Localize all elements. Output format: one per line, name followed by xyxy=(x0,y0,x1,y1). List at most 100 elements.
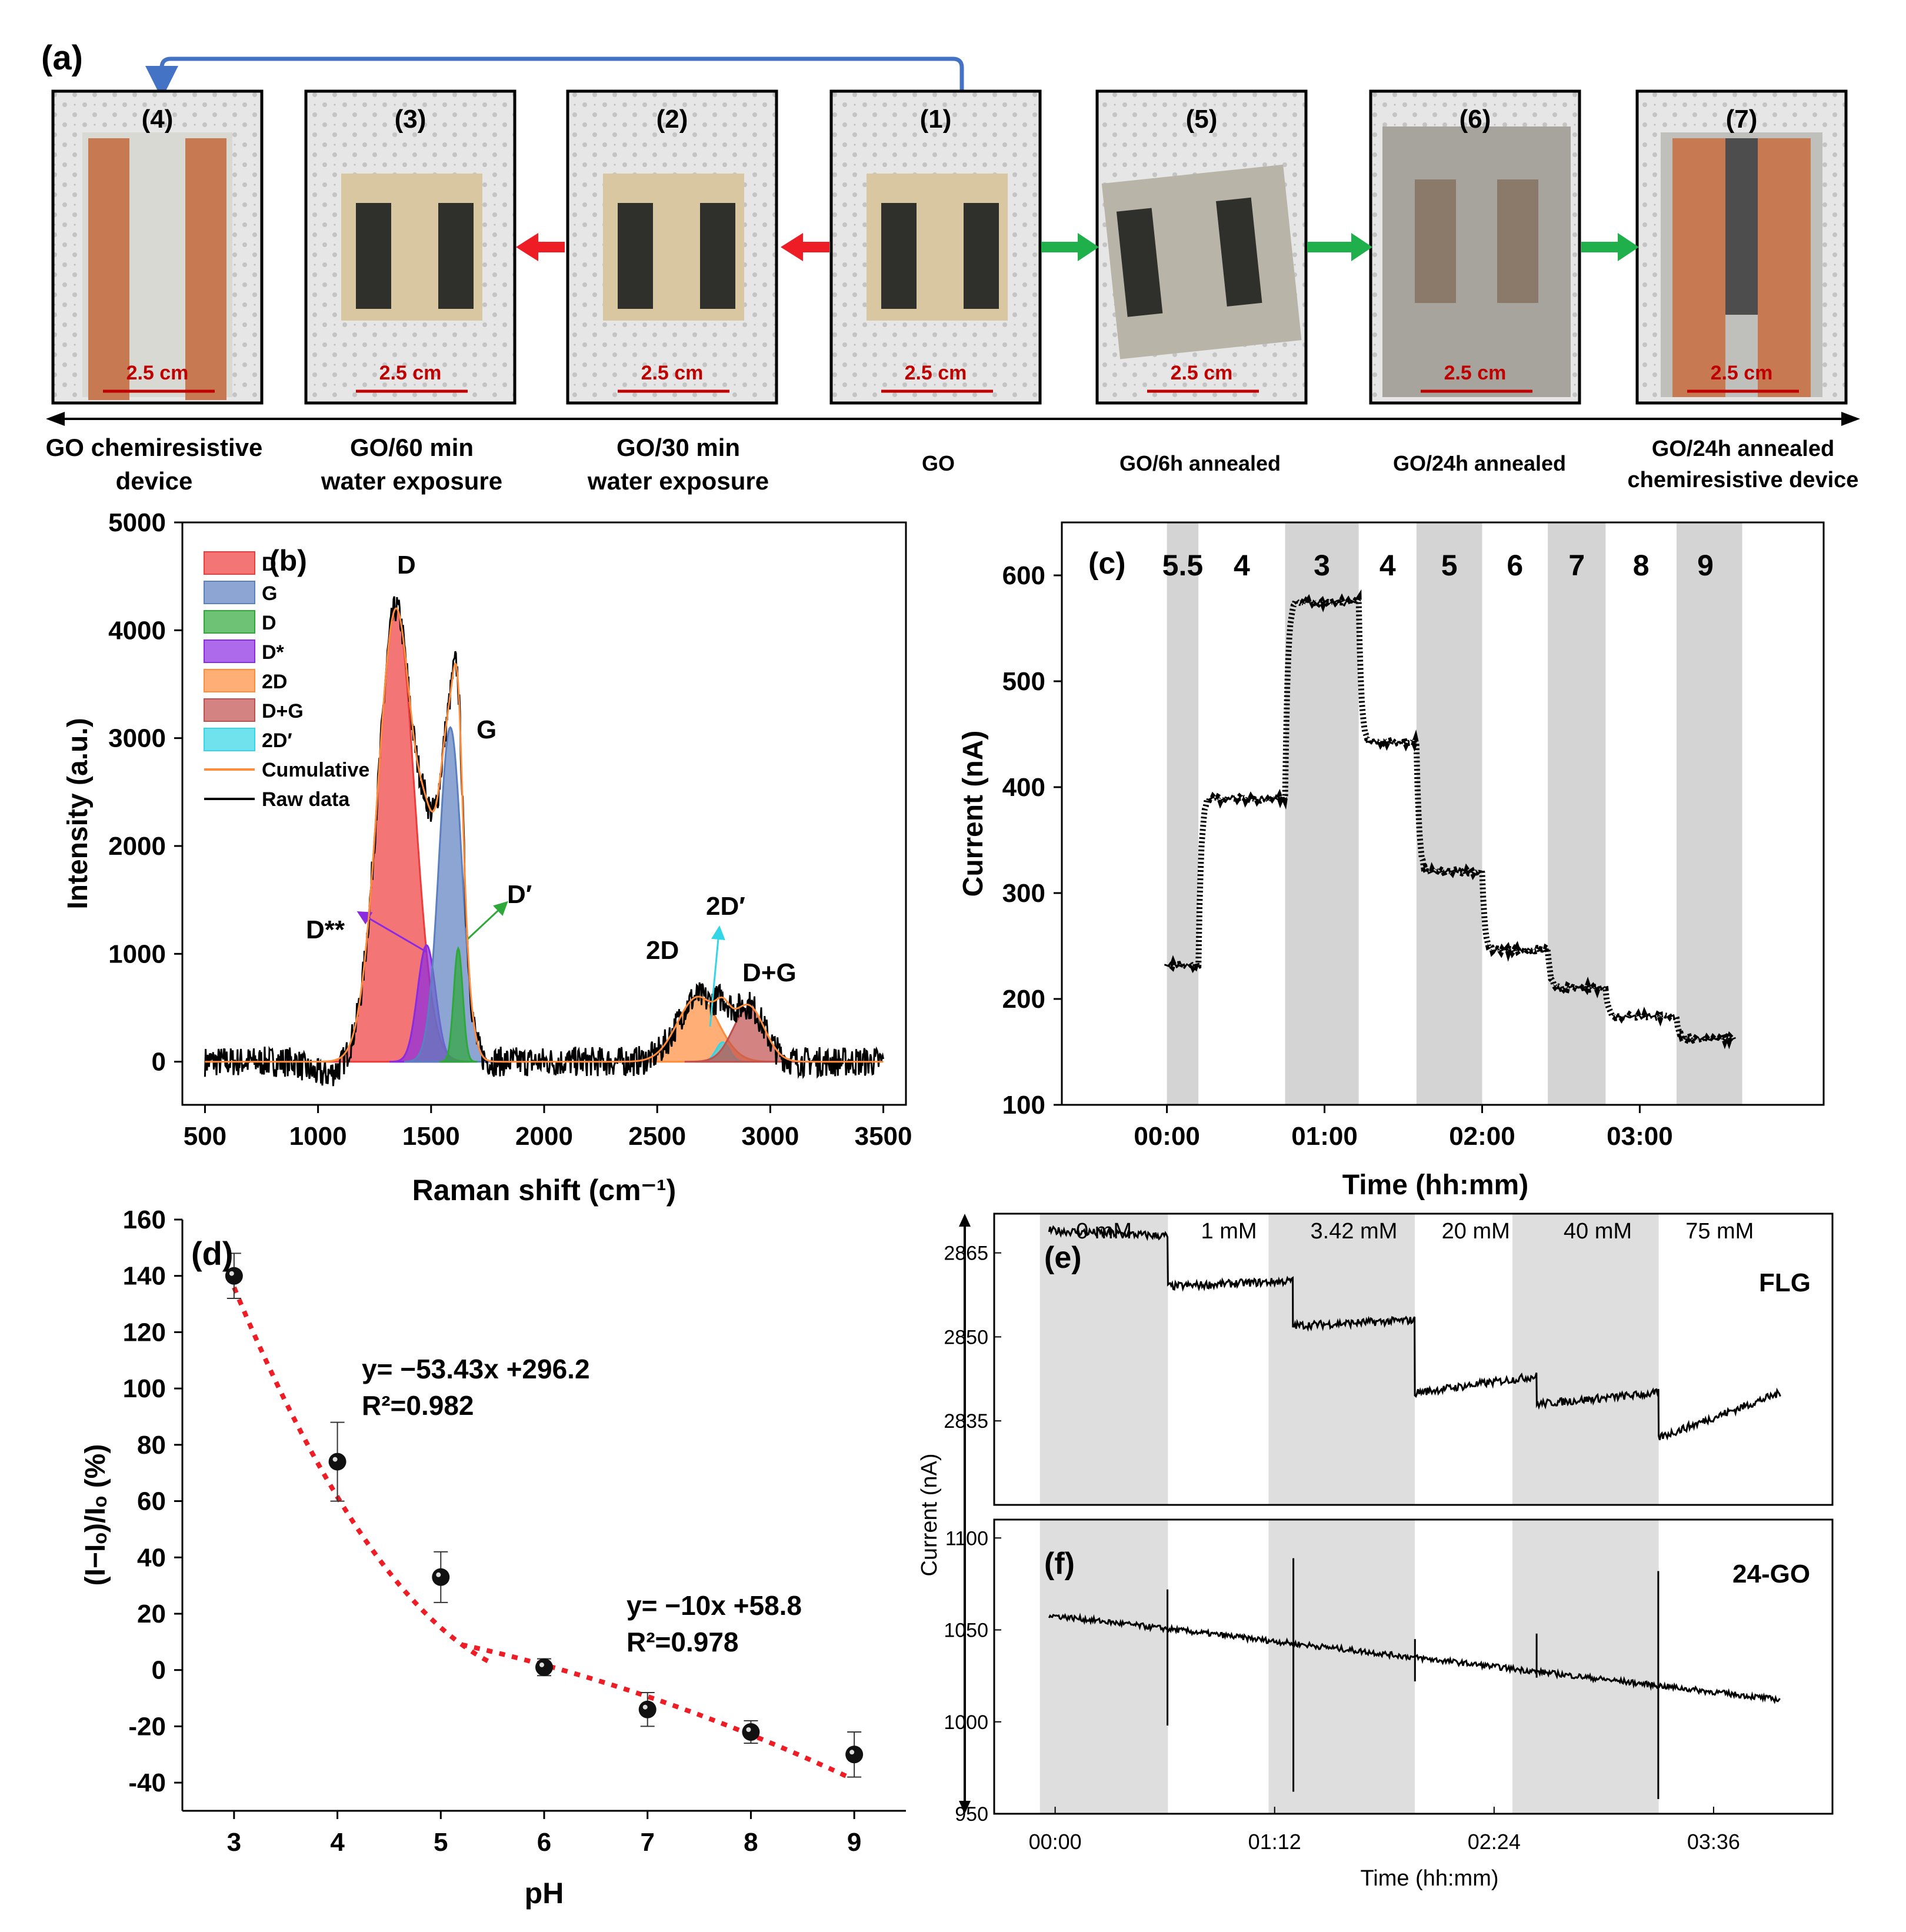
panel-ef-down-arrowhead xyxy=(959,1801,971,1814)
panel-d-fit-line-1 xyxy=(232,1286,494,1666)
caption-line: GO/30 min xyxy=(617,434,740,461)
y-tick-label: 100 xyxy=(1002,1091,1045,1120)
annot-d-plus-g: D+G xyxy=(742,958,797,987)
ph-band xyxy=(1285,522,1359,1105)
conc-band-e xyxy=(1268,1214,1415,1505)
data-point-highlight xyxy=(436,1572,441,1577)
y-tick-label: 40 xyxy=(137,1543,166,1572)
conc-band-f xyxy=(1512,1520,1659,1814)
y-tick-label: 300 xyxy=(1002,879,1045,908)
data-point-highlight xyxy=(642,1704,648,1710)
caption-line: water exposure xyxy=(321,467,502,495)
annot-d-prime-arrow xyxy=(465,901,508,941)
f-y-tick-label: 1100 xyxy=(945,1527,988,1550)
ph-label: 3 xyxy=(1314,549,1330,582)
graphene-film xyxy=(1725,138,1758,315)
f-x-tick-label: 02:24 xyxy=(1468,1830,1521,1854)
e-y-tick-label: 2865 xyxy=(944,1243,988,1265)
legend-label: D* xyxy=(262,641,285,664)
scale-label: 2.5 cm xyxy=(126,362,189,384)
annot-d: D xyxy=(397,551,416,579)
ph-band xyxy=(1676,522,1742,1105)
legend-swatch xyxy=(204,669,255,692)
x-tick-label: 500 xyxy=(184,1122,226,1151)
raman-raw-data-line xyxy=(204,596,885,1087)
y-tick-label: 140 xyxy=(123,1262,166,1291)
panel-d-fit-line-2 xyxy=(461,1642,851,1780)
y-tick-label: 20 xyxy=(137,1600,166,1628)
x-tick-label: 03:00 xyxy=(1607,1122,1673,1151)
x-tick-label: 4 xyxy=(330,1828,345,1857)
timeline-right-arrowhead xyxy=(1841,412,1860,426)
x-tick-label: 2500 xyxy=(628,1122,686,1151)
electrode xyxy=(618,203,653,309)
ph-label: 5 xyxy=(1441,549,1458,582)
fit1-equation: y= −53.43x +296.2 xyxy=(362,1354,590,1384)
photo-row: (4) 2.5 cm (3) 2.5 cm (2) 2.5 cm (1) 2.5 cm (5) 2… xyxy=(51,89,1848,405)
fit1-r2: R²=0.982 xyxy=(362,1390,474,1421)
electrode xyxy=(1116,208,1163,317)
ph-label: 4 xyxy=(1379,549,1396,582)
photo-number: (3) xyxy=(395,105,426,134)
electrode xyxy=(1215,197,1262,307)
conc-label: 40 mM xyxy=(1564,1219,1632,1244)
legend-label: G xyxy=(262,582,277,605)
data-point xyxy=(535,1658,553,1676)
x-tick-label: 1500 xyxy=(402,1122,460,1151)
data-point-highlight xyxy=(539,1662,544,1667)
data-point-highlight xyxy=(229,1271,234,1276)
panel-c-ylabel: Current (nA) xyxy=(958,731,989,897)
ph-band xyxy=(1167,522,1199,1105)
x-tick-label: 3 xyxy=(227,1828,241,1857)
ph-label: 6 xyxy=(1507,549,1523,582)
legend-label: D xyxy=(262,553,276,575)
x-tick-label: 5 xyxy=(434,1828,448,1857)
x-tick-label: 00:00 xyxy=(1134,1122,1200,1151)
x-tick-label: 02:00 xyxy=(1449,1122,1515,1151)
panel-ef-concentration: 2835 2850 2865 950 1000 1050 1100 00:00 01:12 02:… xyxy=(917,1213,1834,1891)
y-tick-label: 400 xyxy=(1002,773,1045,802)
y-tick-label: 3000 xyxy=(108,724,166,753)
panel-b-label: (b) xyxy=(269,544,307,577)
x-tick-label: 8 xyxy=(744,1828,758,1857)
conc-band-f xyxy=(1039,1520,1168,1814)
sample-group xyxy=(341,174,482,321)
data-point xyxy=(638,1700,657,1718)
conc-label: 20 mM xyxy=(1442,1219,1510,1244)
timeline-left-arrowhead xyxy=(46,412,65,426)
caption-line: water exposure xyxy=(587,467,769,495)
copper-strip xyxy=(88,138,129,400)
panel-ef-ylabel: Current (nA) xyxy=(917,1453,942,1576)
photo-7: (7) 2.5 cm xyxy=(1635,89,1848,405)
conc-label: 0 mM xyxy=(1076,1219,1132,1244)
y-tick-label: 1000 xyxy=(108,940,166,968)
panel-c-ph-labels: 5.5 4 3 4 5 6 7 8 9 xyxy=(1162,549,1714,582)
conc-label: 3.42 mM xyxy=(1311,1219,1398,1244)
data-point xyxy=(328,1453,346,1471)
f-x-tick-label: 01:12 xyxy=(1248,1830,1301,1854)
ph-label: 9 xyxy=(1697,549,1714,582)
photo-number: (2) xyxy=(657,105,688,134)
legend-label: D+G xyxy=(262,700,304,722)
panel-d-ticks: 3 4 5 6 7 8 9 -40 -20 0 20 40 60 80 100 120 140 160 xyxy=(123,1205,862,1857)
y-tick-label: -20 xyxy=(128,1712,166,1741)
panel-f-frame xyxy=(993,1518,1834,1815)
photo-6: (6) 2.5 cm xyxy=(1369,89,1581,405)
red-arrowhead xyxy=(781,233,803,261)
panel-c-ticks: 00:00 01:00 02:00 03:00 100 200 300 400 500 600 xyxy=(1002,561,1673,1151)
f-y-tick-label: 950 xyxy=(955,1803,988,1826)
annot-d-double-star: D** xyxy=(306,915,345,944)
panel-b-ylabel: Intensity (a.u.) xyxy=(62,718,94,909)
data-point-highlight xyxy=(849,1750,855,1755)
photo-number: (1) xyxy=(920,105,952,134)
y-tick-label: 120 xyxy=(123,1318,166,1347)
blue-return-arrow xyxy=(145,56,964,99)
legend-label: D xyxy=(262,612,276,634)
conc-band-f xyxy=(1268,1520,1415,1814)
legend-label: 2D′ xyxy=(262,730,292,752)
caption-line: GO/6h annealed xyxy=(1119,451,1281,475)
panel-b-ticks: 500 1000 1500 2000 2500 3000 3500 0 1000 2000 3000… xyxy=(108,508,912,1151)
x-tick-label: 3500 xyxy=(855,1122,912,1151)
caption-line: device xyxy=(116,467,193,495)
